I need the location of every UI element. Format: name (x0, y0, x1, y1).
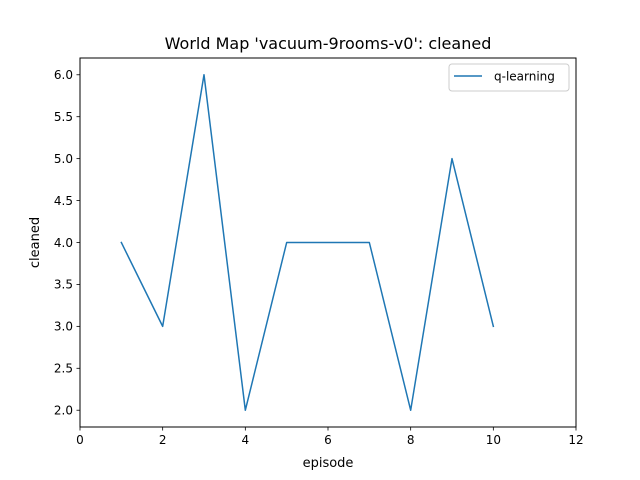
y-tick-label: 4.5 (54, 194, 73, 208)
y-tick-label: 2.0 (54, 404, 73, 418)
legend: q-learning (448, 63, 570, 92)
series-layer (120, 74, 495, 411)
x-axis: 0 2 4 6 8 10 12 (76, 427, 584, 447)
x-tick-label: 2 (159, 433, 167, 447)
y-tick-label: 3.5 (54, 278, 73, 292)
legend-box (448, 63, 570, 92)
y-tick-label: 5.5 (54, 110, 73, 124)
x-tick-label: 12 (568, 433, 583, 447)
y-axis: 2.0 2.5 3.0 3.5 4.0 4.5 5.0 5.5 6.0 (54, 68, 80, 418)
x-tick-label: 4 (242, 433, 250, 447)
x-tick-label: 6 (324, 433, 332, 447)
y-tick-label: 6.0 (54, 68, 73, 82)
x-tick-label: 8 (407, 433, 415, 447)
series-line-0 (120, 74, 495, 411)
x-tick-label: 0 (76, 433, 84, 447)
y-axis-label: cleaned (28, 217, 43, 268)
chart-title: World Map 'vacuum-9rooms-v0': cleaned (165, 34, 492, 53)
y-tick-label: 4.0 (54, 236, 73, 250)
y-tick-label: 2.5 (54, 362, 73, 376)
y-tick-label: 5.0 (54, 152, 73, 166)
legend-label: q-learning (494, 70, 555, 84)
y-tick-label: 3.0 (54, 320, 73, 334)
x-axis-label: episode (303, 456, 354, 471)
x-tick-label: 10 (486, 433, 501, 447)
